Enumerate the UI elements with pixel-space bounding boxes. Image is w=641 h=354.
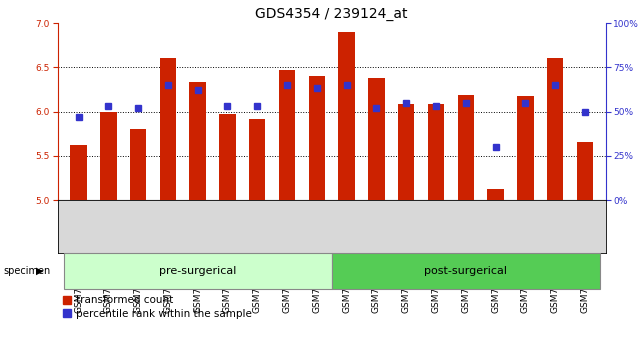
- Bar: [487, 189, 504, 200]
- Bar: [279, 70, 296, 200]
- Title: GDS4354 / 239124_at: GDS4354 / 239124_at: [256, 7, 408, 21]
- Bar: [71, 145, 87, 200]
- Bar: [547, 58, 563, 200]
- Bar: [219, 114, 236, 200]
- Text: pre-surgerical: pre-surgerical: [159, 266, 237, 276]
- Bar: [308, 76, 325, 200]
- Bar: [398, 104, 414, 200]
- Legend: transformed count, percentile rank within the sample: transformed count, percentile rank withi…: [63, 296, 253, 319]
- Bar: [338, 32, 355, 200]
- Bar: [577, 142, 593, 200]
- Bar: [190, 82, 206, 200]
- Bar: [100, 112, 117, 200]
- Text: specimen: specimen: [3, 266, 51, 276]
- Bar: [130, 129, 146, 200]
- Bar: [332, 253, 600, 289]
- Bar: [63, 253, 332, 289]
- Text: post-surgerical: post-surgerical: [424, 266, 507, 276]
- Bar: [517, 96, 533, 200]
- Bar: [368, 78, 385, 200]
- Bar: [160, 58, 176, 200]
- Bar: [458, 95, 474, 200]
- Bar: [428, 104, 444, 200]
- Text: ▶: ▶: [36, 266, 44, 276]
- Bar: [249, 119, 265, 200]
